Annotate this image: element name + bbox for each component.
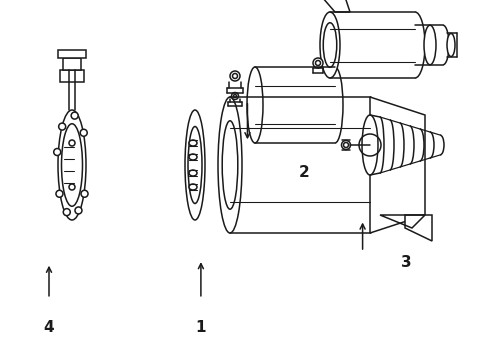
Ellipse shape [424, 25, 436, 65]
Ellipse shape [63, 209, 70, 216]
Ellipse shape [230, 71, 240, 81]
Ellipse shape [59, 123, 66, 130]
Ellipse shape [56, 190, 63, 197]
Ellipse shape [75, 207, 82, 214]
Ellipse shape [81, 190, 88, 197]
Ellipse shape [247, 67, 263, 143]
Ellipse shape [71, 112, 78, 119]
Polygon shape [58, 50, 86, 58]
Polygon shape [60, 70, 84, 82]
Ellipse shape [189, 140, 197, 146]
Ellipse shape [231, 93, 239, 99]
Polygon shape [322, 0, 350, 12]
Polygon shape [63, 58, 81, 70]
Text: 3: 3 [401, 255, 412, 270]
Ellipse shape [185, 110, 205, 220]
Ellipse shape [362, 115, 378, 175]
Ellipse shape [69, 140, 75, 146]
Ellipse shape [58, 110, 86, 220]
Ellipse shape [80, 129, 87, 136]
Text: 2: 2 [298, 165, 309, 180]
Polygon shape [405, 215, 432, 241]
Ellipse shape [189, 170, 197, 176]
Ellipse shape [69, 184, 75, 190]
Ellipse shape [234, 95, 237, 98]
Ellipse shape [54, 149, 61, 156]
Ellipse shape [189, 184, 197, 190]
Ellipse shape [320, 12, 340, 78]
Ellipse shape [218, 97, 242, 233]
Ellipse shape [447, 33, 455, 57]
Text: 1: 1 [196, 320, 206, 335]
Ellipse shape [232, 73, 238, 78]
Ellipse shape [313, 58, 323, 68]
Ellipse shape [342, 140, 350, 149]
Ellipse shape [189, 154, 197, 160]
Text: 4: 4 [44, 320, 54, 335]
Polygon shape [370, 97, 425, 233]
